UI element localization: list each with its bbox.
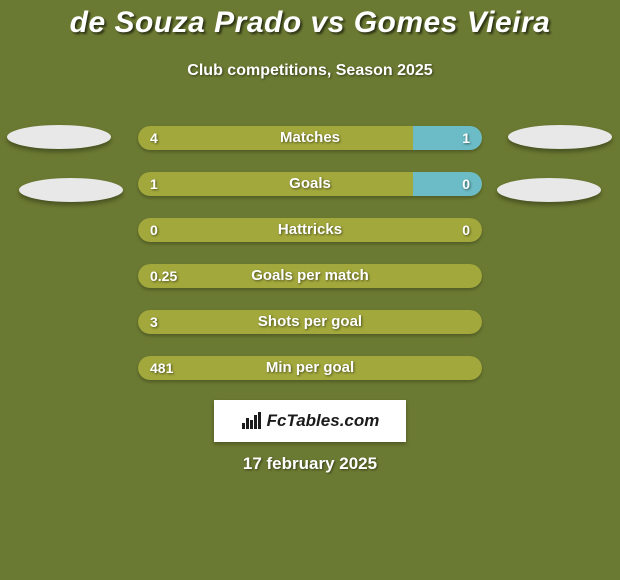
brand-badge: FcTables.com	[214, 400, 406, 442]
comparison-subtitle: Club competitions, Season 2025	[0, 62, 620, 80]
stat-bar-row: Hattricks00	[138, 218, 482, 242]
brand-text: FcTables.com	[267, 411, 380, 431]
generated-date: 17 february 2025	[0, 454, 620, 474]
left-player-ellipse-0	[7, 125, 111, 149]
stat-bar-right-segment	[413, 126, 482, 150]
left-player-ellipse-1	[19, 178, 123, 202]
stat-bar-row: Matches41	[138, 126, 482, 150]
right-player-ellipse-1	[497, 178, 601, 202]
stats-bars: Matches41 Goals10 Hattricks00 Goals per mat…	[138, 126, 482, 402]
brand-bars-icon	[241, 412, 263, 430]
right-player-ellipse-0	[508, 125, 612, 149]
stat-bar-row: Goals per match0.25	[138, 264, 482, 288]
stat-bar-row: Min per goal481	[138, 356, 482, 380]
stat-bar-right-segment	[413, 172, 482, 196]
stat-bar-row: Goals10	[138, 172, 482, 196]
stat-bar-row: Shots per goal3	[138, 310, 482, 334]
comparison-title: de Souza Prado vs Gomes Vieira	[0, 6, 620, 40]
